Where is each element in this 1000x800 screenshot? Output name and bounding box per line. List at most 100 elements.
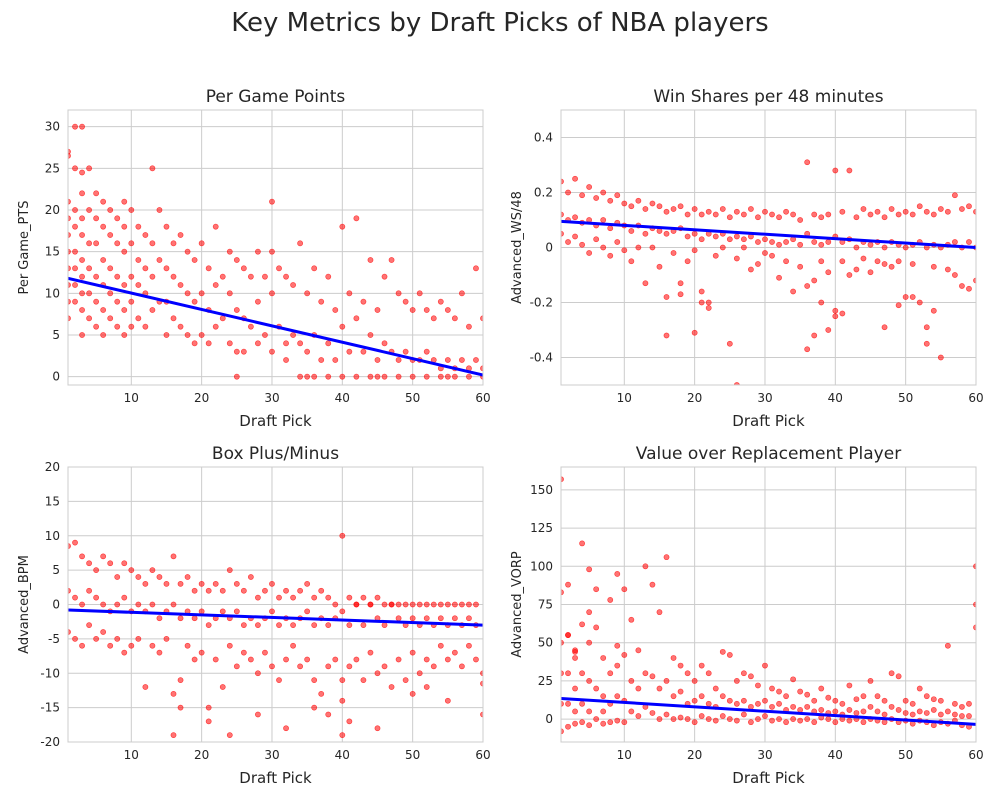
data-point [684, 211, 691, 218]
data-point [973, 601, 976, 608]
data-point [621, 652, 628, 658]
data-point [332, 357, 339, 363]
data-point [86, 207, 93, 213]
data-point [818, 685, 825, 692]
plot-frame [67, 466, 484, 743]
data-point [269, 663, 275, 670]
data-point [783, 239, 789, 245]
data-point [177, 580, 184, 587]
data-point [72, 223, 78, 230]
data-point [466, 615, 472, 622]
data-point [121, 332, 128, 338]
data-point [86, 560, 93, 567]
data-point [804, 159, 811, 166]
data-point [726, 236, 733, 243]
data-point [423, 373, 430, 380]
data-point [107, 560, 114, 567]
data-point [642, 563, 649, 570]
data-point [423, 348, 430, 355]
data-point [233, 608, 240, 615]
data-point [100, 629, 107, 635]
data-point [565, 670, 571, 677]
data-point [114, 635, 121, 642]
data-point [579, 621, 586, 628]
data-point [135, 574, 142, 580]
data-point [593, 586, 600, 593]
data-point [712, 211, 719, 218]
data-point [177, 677, 184, 684]
data-point [149, 165, 156, 172]
data-point [226, 567, 233, 574]
data-point [339, 532, 346, 539]
data-point [579, 700, 586, 707]
data-point [719, 648, 726, 655]
data-point [198, 240, 205, 247]
data-point [367, 649, 374, 656]
data-point [600, 655, 607, 661]
data-point [607, 197, 614, 204]
data-point [325, 711, 332, 718]
data-point [649, 200, 656, 207]
data-point [107, 642, 114, 649]
y-tick-label: 20 [45, 203, 60, 217]
data-point [664, 0, 669, 3]
data-point [135, 315, 142, 322]
y-tick-label: 15 [45, 494, 60, 508]
data-point [466, 373, 472, 380]
data-point [247, 323, 254, 330]
data-point [733, 717, 740, 724]
data-point [586, 722, 593, 729]
data-point [973, 277, 976, 284]
data-point [142, 684, 149, 690]
data-point [691, 329, 698, 336]
data-point [409, 307, 416, 313]
data-point [304, 348, 311, 355]
data-point [423, 307, 430, 313]
data-point [283, 357, 289, 363]
data-point [423, 656, 430, 663]
data-point [586, 566, 593, 573]
data-point [677, 203, 684, 210]
data-point [860, 719, 867, 726]
data-point [374, 670, 381, 677]
data-point [762, 208, 768, 215]
data-point [191, 587, 198, 594]
data-point [269, 248, 275, 255]
data-point [790, 703, 797, 710]
data-point [579, 540, 586, 547]
data-point [346, 348, 353, 355]
data-point [881, 261, 888, 267]
data-point [663, 332, 670, 339]
x-axis-label: Draft Pick [732, 412, 805, 430]
data-point [367, 332, 374, 338]
data-point [346, 718, 353, 725]
x-tick-label: 60 [475, 391, 490, 405]
data-point [290, 642, 296, 649]
data-point [797, 688, 804, 695]
data-point [902, 208, 909, 215]
data-point [368, 0, 373, 3]
chart-panel-2: 10 20 30 40 50 60 -0.4 -0.2 0 0.2 0.4 Win Shares pe… [510, 87, 984, 430]
data-point [79, 642, 85, 649]
data-point [191, 298, 198, 305]
data-point [832, 313, 839, 320]
data-point [72, 165, 78, 172]
data-point [719, 693, 726, 700]
data-point [107, 315, 114, 322]
data-point [353, 656, 360, 663]
data-point [409, 690, 416, 697]
data-point [691, 697, 698, 704]
data-point [374, 373, 381, 380]
x-tick-label: 40 [828, 748, 843, 762]
data-point [656, 685, 663, 692]
data-point [93, 190, 100, 197]
data-point [804, 346, 811, 353]
data-point [923, 340, 930, 347]
data-point [909, 261, 916, 267]
data-point [86, 165, 93, 172]
data-point [205, 622, 212, 629]
y-tick-label: 0.4 [534, 131, 553, 145]
data-point [339, 373, 346, 380]
data-point [325, 373, 332, 380]
x-axis-label: Draft Pick [239, 412, 312, 430]
